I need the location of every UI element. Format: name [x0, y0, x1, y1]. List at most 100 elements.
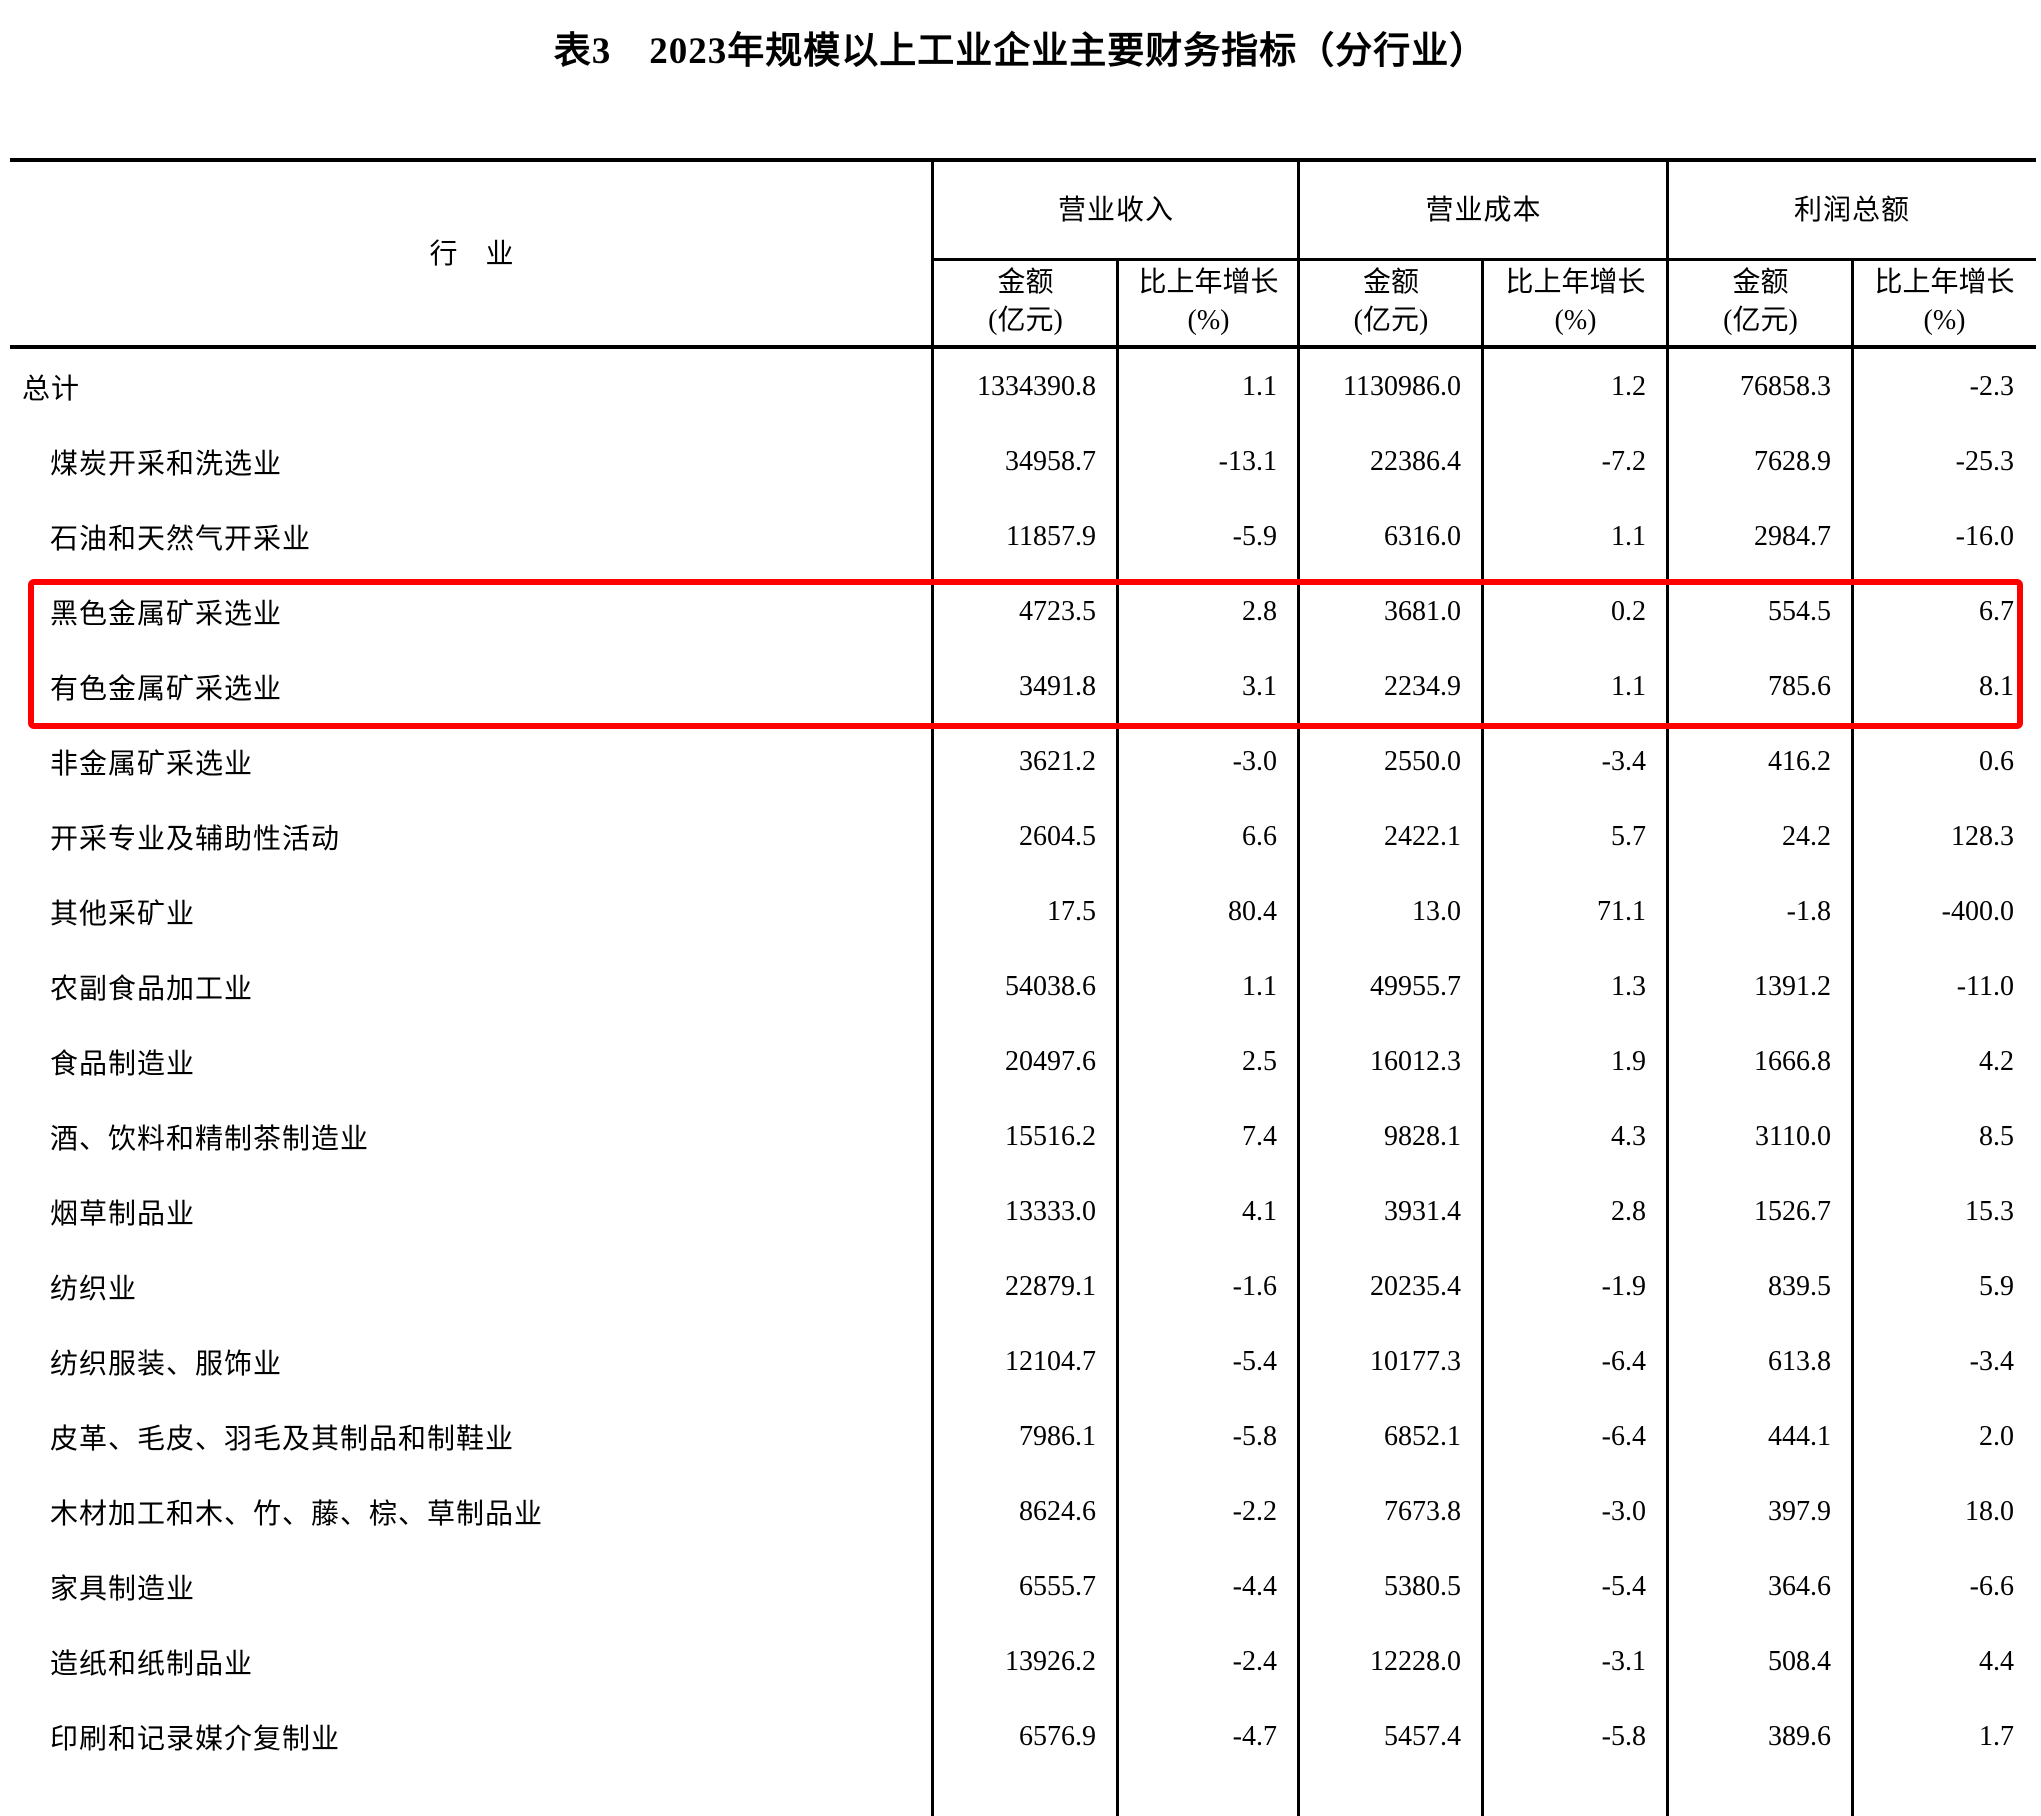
industry-name: 造纸和纸制品业: [50, 1648, 254, 1680]
cost-amount-value: 2550.0: [1384, 745, 1461, 777]
cost-growth-value: -5.8: [1601, 1720, 1646, 1752]
cost-growth-value: -7.2: [1601, 445, 1646, 477]
cost-growth-value: 1.9: [1611, 1045, 1646, 1077]
revenue-amount-value: 54038.6: [1005, 970, 1096, 1002]
table-row: 其他采矿业 17.5 80.4 13.0 71.1 -1.8 -400.0: [10, 874, 2036, 949]
table-row: 酒、饮料和精制茶制造业 15516.2 7.4 9828.1 4.3 3110.…: [10, 1099, 2036, 1174]
subheader-line: (%): [1187, 304, 1230, 336]
industry-name: 家具制造业: [50, 1573, 196, 1605]
revenue-growth-value: -5.4: [1232, 1345, 1277, 1377]
column-divider: [1116, 258, 1119, 1816]
table-row: 木材加工和木、竹、藤、棕、草制品业 8624.6 -2.2 7673.8 -3.…: [10, 1474, 2036, 1549]
industry-column-header: 行 业: [429, 238, 514, 270]
table-row-highlighted: 有色金属矿采选业 3491.8 3.1 2234.9 1.1 785.6 8.1: [10, 649, 2036, 724]
group-header-operating-cost: 营业成本: [1425, 195, 1542, 226]
table-row: 烟草制品业 13333.0 4.1 3931.4 2.8 1526.7 15.3: [10, 1174, 2036, 1249]
revenue-amount-value: 3621.2: [1019, 745, 1096, 777]
revenue-growth-value: 6.6: [1242, 820, 1277, 852]
subheader-line: 金额: [997, 266, 1054, 298]
profit-growth-value: 5.9: [1979, 1270, 2014, 1302]
revenue-growth-value: -4.4: [1232, 1570, 1277, 1602]
profit-growth-value: 18.0: [1965, 1495, 2014, 1527]
profit-amount-value: -1.8: [1786, 895, 1831, 927]
profit-amount-value: 3110.0: [1755, 1120, 1831, 1152]
table-body: 总计 1334390.8 1.1 1130986.0 1.2 76858.3 -…: [10, 349, 2036, 1774]
cost-growth-value: -6.4: [1601, 1420, 1646, 1452]
revenue-amount-value: 17.5: [1047, 895, 1096, 927]
industry-name: 石油和天然气开采业: [50, 523, 312, 555]
cost-growth-value: -3.0: [1601, 1495, 1646, 1527]
profit-amount-value: 397.9: [1768, 1495, 1831, 1527]
cost-growth-value: -6.4: [1601, 1345, 1646, 1377]
cost-amount-value: 10177.3: [1370, 1345, 1461, 1377]
revenue-amount-value: 6555.7: [1019, 1570, 1096, 1602]
profit-growth-value: 4.4: [1979, 1645, 2014, 1677]
cost-growth-value: -5.4: [1601, 1570, 1646, 1602]
industry-name: 酒、饮料和精制茶制造业: [50, 1123, 370, 1155]
table-row: 总计 1334390.8 1.1 1130986.0 1.2 76858.3 -…: [10, 349, 2036, 424]
revenue-growth-value: -4.7: [1232, 1720, 1277, 1752]
group-header-operating-revenue: 营业收入: [1057, 195, 1174, 226]
revenue-amount-value: 34958.7: [1005, 445, 1096, 477]
column-divider: [1481, 258, 1484, 1816]
revenue-growth-value: 2.8: [1242, 595, 1277, 627]
table-row: 农副食品加工业 54038.6 1.1 49955.7 1.3 1391.2 -…: [10, 949, 2036, 1024]
industry-name: 煤炭开采和洗选业: [50, 448, 283, 480]
industry-name: 非金属矿采选业: [50, 748, 254, 780]
table-row: 煤炭开采和洗选业 34958.7 -13.1 22386.4 -7.2 7628…: [10, 424, 2036, 499]
profit-growth-value: 128.3: [1951, 820, 2014, 852]
profit-amount-value: 1526.7: [1754, 1195, 1831, 1227]
cost-growth-value: 1.3: [1611, 970, 1646, 1002]
revenue-amount-value: 20497.6: [1005, 1045, 1096, 1077]
revenue-amount-value: 13926.2: [1005, 1645, 1096, 1677]
revenue-amount-value: 12104.7: [1005, 1345, 1096, 1377]
profit-amount-value: 785.6: [1768, 670, 1831, 702]
industry-name: 纺织服装、服饰业: [50, 1348, 283, 1380]
cost-amount-value: 3681.0: [1384, 595, 1461, 627]
industry-name: 印刷和记录媒介复制业: [50, 1723, 341, 1755]
table-row: 食品制造业 20497.6 2.5 16012.3 1.9 1666.8 4.2: [10, 1024, 2036, 1099]
revenue-amount-value: 1334390.8: [977, 370, 1096, 402]
column-divider: [1666, 158, 1669, 1816]
profit-growth-value: -11.0: [1956, 970, 2014, 1002]
revenue-growth-value: 3.1: [1242, 670, 1277, 702]
subheader-line: (亿元): [1723, 304, 1798, 336]
industry-name: 烟草制品业: [50, 1198, 196, 1230]
profit-growth-value: 2.0: [1979, 1420, 2014, 1452]
table-row: 印刷和记录媒介复制业 6576.9 -4.7 5457.4 -5.8 389.6…: [10, 1699, 2036, 1774]
revenue-growth-value: -2.4: [1232, 1645, 1277, 1677]
header-bottom-border: [10, 345, 2036, 349]
revenue-growth-value: -13.1: [1218, 445, 1277, 477]
table-row: 纺织服装、服饰业 12104.7 -5.4 10177.3 -6.4 613.8…: [10, 1324, 2036, 1399]
cost-growth-value: -1.9: [1601, 1270, 1646, 1302]
revenue-amount-value: 3491.8: [1019, 670, 1096, 702]
cost-amount-value: 20235.4: [1370, 1270, 1461, 1302]
profit-growth-value: 4.2: [1979, 1045, 2014, 1077]
cost-growth-value: 0.2: [1611, 595, 1646, 627]
table-row: 家具制造业 6555.7 -4.4 5380.5 -5.4 364.6 -6.6: [10, 1549, 2036, 1624]
cost-amount-value: 7673.8: [1384, 1495, 1461, 1527]
cost-amount-value: 49955.7: [1370, 970, 1461, 1002]
profit-amount-value: 1666.8: [1754, 1045, 1831, 1077]
profit-growth-value: 8.1: [1979, 670, 2014, 702]
profit-amount-value: 508.4: [1768, 1645, 1831, 1677]
profit-growth-value: -3.4: [1969, 1345, 2014, 1377]
industry-name: 皮革、毛皮、羽毛及其制品和制鞋业: [50, 1423, 515, 1455]
cost-growth-value: -3.4: [1601, 745, 1646, 777]
cost-amount-value: 16012.3: [1370, 1045, 1461, 1077]
group-header-total-profit: 利润总额: [1793, 195, 1910, 226]
table-row: 纺织业 22879.1 -1.6 20235.4 -1.9 839.5 5.9: [10, 1249, 2036, 1324]
profit-amount-value: 839.5: [1768, 1270, 1831, 1302]
table-row: 皮革、毛皮、羽毛及其制品和制鞋业 7986.1 -5.8 6852.1 -6.4…: [10, 1399, 2036, 1474]
subheader-line: 比上年增长: [1874, 266, 2015, 298]
revenue-growth-value: 1.1: [1242, 970, 1277, 1002]
revenue-amount-value: 13333.0: [1005, 1195, 1096, 1227]
cost-amount-value: 5457.4: [1384, 1720, 1461, 1752]
profit-growth-value: -6.6: [1969, 1570, 2014, 1602]
subheader-cost-amount: 金额 (亿元): [1299, 258, 1483, 345]
cost-amount-value: 9828.1: [1384, 1120, 1461, 1152]
profit-amount-value: 2984.7: [1754, 520, 1831, 552]
table-row: 造纸和纸制品业 13926.2 -2.4 12228.0 -3.1 508.4 …: [10, 1624, 2036, 1699]
revenue-amount-value: 8624.6: [1019, 1495, 1096, 1527]
